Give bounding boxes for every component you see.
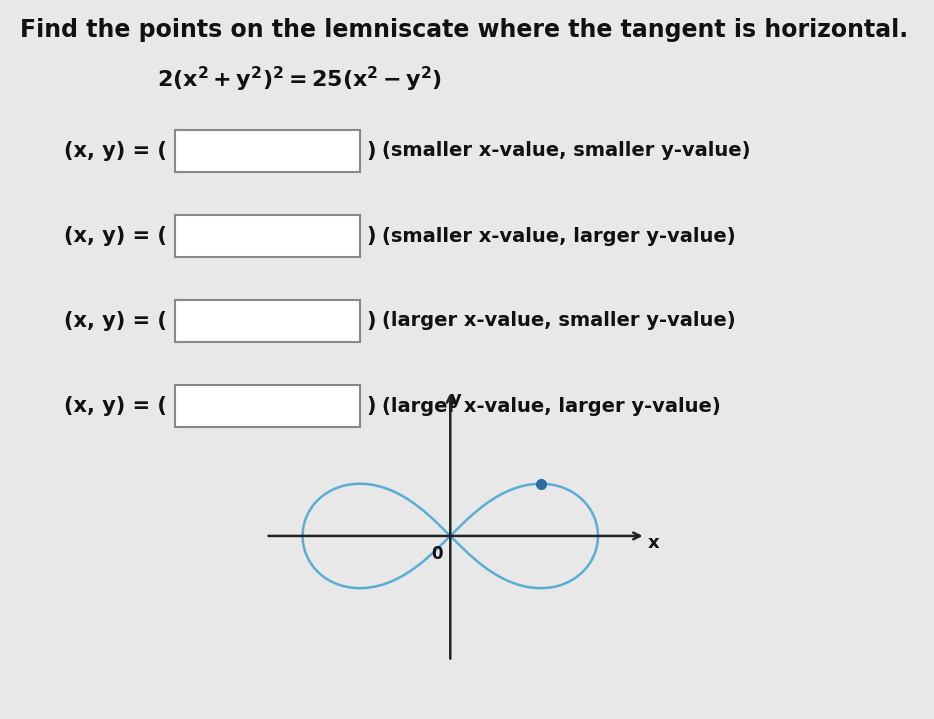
FancyBboxPatch shape xyxy=(175,385,360,427)
Text: (larger x-value, smaller y-value): (larger x-value, smaller y-value) xyxy=(382,311,736,331)
Text: (x, y) = (: (x, y) = ( xyxy=(64,226,167,246)
Text: 0: 0 xyxy=(432,545,443,563)
Text: y: y xyxy=(449,390,461,408)
Text: (x, y) = (: (x, y) = ( xyxy=(64,396,167,416)
FancyBboxPatch shape xyxy=(175,300,360,342)
Text: ): ) xyxy=(366,311,375,331)
Text: ): ) xyxy=(366,141,375,161)
Text: (smaller x-value, larger y-value): (smaller x-value, larger y-value) xyxy=(382,226,736,245)
Text: (larger x-value, larger y-value): (larger x-value, larger y-value) xyxy=(382,396,721,416)
Text: (x, y) = (: (x, y) = ( xyxy=(64,311,167,331)
Text: $\mathbf{2(x^2 + y^2)^2 = 25(x^2 - y^2)}$: $\mathbf{2(x^2 + y^2)^2 = 25(x^2 - y^2)}… xyxy=(158,65,443,94)
FancyBboxPatch shape xyxy=(175,130,360,172)
Text: Find the points on the lemniscate where the tangent is horizontal.: Find the points on the lemniscate where … xyxy=(20,18,908,42)
Text: ): ) xyxy=(366,396,375,416)
Text: (x, y) = (: (x, y) = ( xyxy=(64,141,167,161)
Text: ): ) xyxy=(366,226,375,246)
Text: x: x xyxy=(647,534,659,552)
Text: (smaller x-value, smaller y-value): (smaller x-value, smaller y-value) xyxy=(382,142,751,160)
FancyBboxPatch shape xyxy=(175,215,360,257)
